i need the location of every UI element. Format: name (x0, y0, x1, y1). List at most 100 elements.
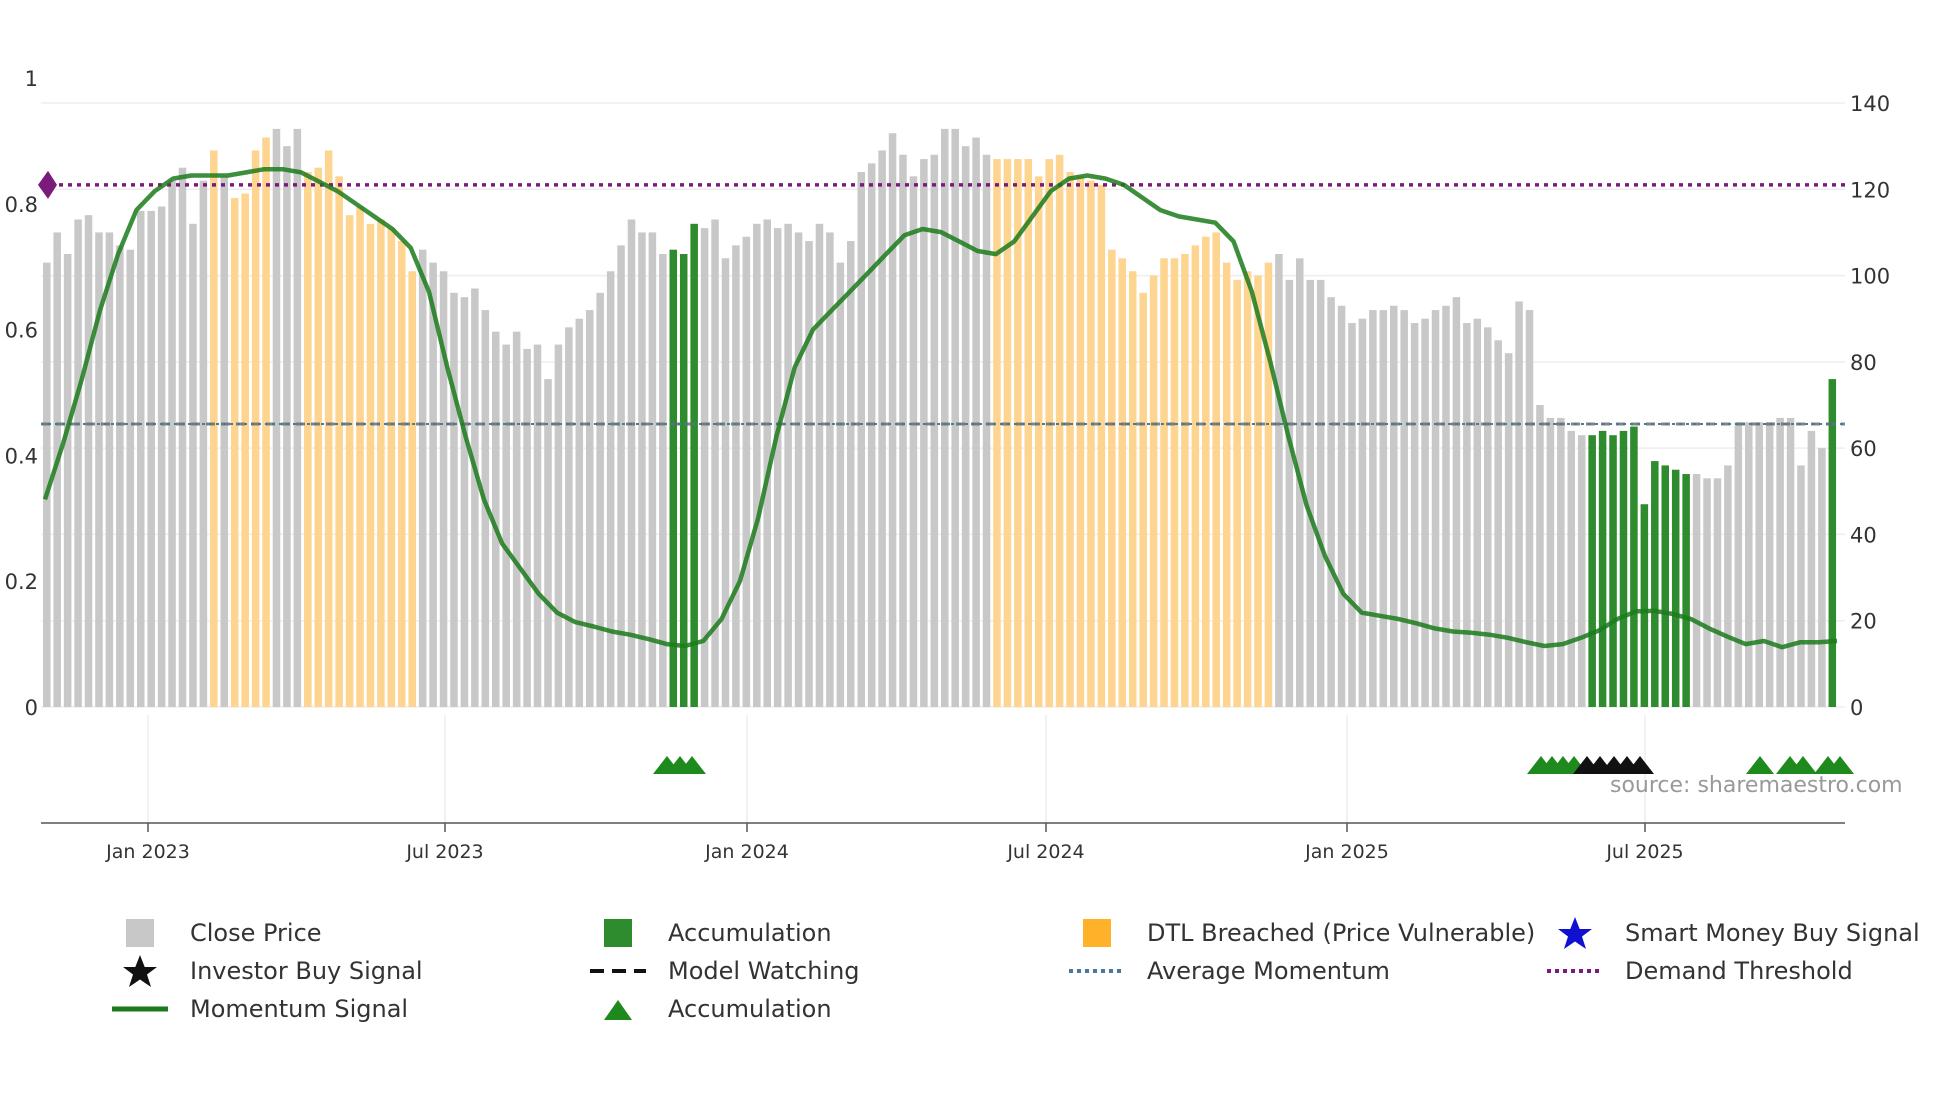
left-axis-tick: 0.8 (5, 193, 38, 217)
legend-label: Smart Money Buy Signal (1625, 919, 1920, 947)
price-bar (1765, 422, 1774, 707)
price-bar (1442, 305, 1450, 707)
price-bar (1087, 180, 1095, 707)
x-tick-label: Jan 2023 (105, 841, 190, 863)
price-bar (293, 128, 302, 707)
price-bar (1045, 159, 1053, 708)
price-bar (1118, 258, 1127, 707)
x-tick-label: Jan 2024 (704, 841, 789, 863)
price-bar (1369, 310, 1377, 707)
price-bar (147, 210, 155, 708)
price-bar (1557, 417, 1565, 707)
legend-label: Accumulation (668, 995, 832, 1023)
price-bar (982, 154, 991, 707)
left-axis-tick: 0.6 (5, 319, 38, 343)
legend-label: Investor Buy Signal (190, 957, 423, 985)
accumulation-marker (1746, 756, 1774, 774)
axes: 0 20 40 60 80 100 120 140 0 0.2 0.4 0.6 0.8 1 Jan 2023… (5, 67, 1891, 863)
price-bar (920, 159, 928, 708)
price-bar (1745, 422, 1753, 707)
price-bar (63, 254, 72, 707)
price-bar (909, 176, 918, 708)
price-bar (492, 331, 500, 707)
price-bar (1431, 310, 1440, 707)
price-bar (460, 297, 469, 707)
price-bar (575, 318, 584, 707)
price-bar (251, 150, 260, 707)
price-bar (1828, 379, 1837, 707)
x-tick-label: Jul 2023 (405, 841, 483, 863)
price-bar (1515, 301, 1523, 707)
legend-item-investor: Investor Buy Signal (100, 953, 423, 989)
price-bar (1160, 258, 1168, 707)
right-axis-tick: 100 (1850, 265, 1890, 289)
price-bar (700, 228, 709, 708)
price-bar (1024, 159, 1033, 708)
price-bar (930, 154, 939, 707)
left-axis-tick: 0.2 (5, 570, 38, 594)
price-bars (43, 128, 1837, 708)
accumulation-marker (1789, 756, 1817, 774)
price-bar (606, 271, 615, 707)
price-bar (1390, 305, 1398, 707)
price-bar (805, 241, 813, 707)
legend-item-demand: Demand Threshold (1535, 953, 1853, 989)
price-bar (241, 193, 249, 708)
price-bar (867, 163, 876, 707)
momentum-signal-line (42, 166, 1838, 650)
legend-swatch-smart (1535, 915, 1615, 951)
price-bar (1264, 262, 1273, 707)
price-bar (335, 176, 343, 708)
price-bar (1463, 323, 1471, 707)
price-bar (418, 249, 427, 707)
price-bar (763, 219, 772, 708)
momentum-layer (42, 166, 1838, 650)
price-bar (815, 223, 824, 708)
price-bar (1128, 271, 1137, 707)
price-bar (502, 344, 510, 707)
price-bar (345, 215, 354, 708)
legend: Close Price Accumulation DTL Breached (Pri… (0, 915, 1960, 1045)
legend-item-close: Close Price (100, 915, 322, 951)
legend-swatch-dtl (1057, 915, 1137, 951)
price-bar (1577, 435, 1586, 707)
price-bar (627, 219, 636, 708)
price-bar (220, 176, 229, 708)
demand-threshold-marker (38, 170, 57, 199)
legend-swatch-close (100, 915, 180, 951)
price-bar (126, 249, 135, 707)
price-bar (366, 223, 375, 708)
price-bar (1170, 258, 1179, 707)
price-bar (972, 137, 980, 707)
price-bar (512, 331, 521, 707)
price-bar (742, 236, 751, 708)
price-bar (1786, 417, 1795, 707)
price-bar (471, 288, 479, 707)
price-bar (53, 232, 61, 707)
price-bar (1108, 249, 1116, 707)
legend-item-dtl: DTL Breached (Price Vulnerable) (1057, 915, 1535, 951)
price-bar (272, 128, 281, 707)
price-bar (1003, 159, 1012, 708)
price-bar (1713, 478, 1722, 707)
price-bar (1139, 292, 1147, 707)
legend-label: Demand Threshold (1625, 957, 1853, 985)
price-bar (398, 241, 406, 707)
price-bar (1755, 422, 1763, 707)
price-bar (721, 258, 730, 707)
accumulation-marker (1826, 756, 1854, 774)
price-bar (1661, 465, 1670, 707)
price-bar (596, 292, 604, 707)
price-bar (1254, 275, 1262, 707)
price-bar (1536, 405, 1544, 707)
source-label: source: sharemaestro.com (1610, 773, 1903, 798)
price-bar (210, 150, 218, 707)
price-bar (533, 344, 542, 707)
price-bar (1149, 275, 1158, 707)
price-bar (105, 232, 114, 707)
price-bar (1724, 465, 1732, 707)
price-bar (1734, 422, 1743, 707)
price-bar (523, 348, 531, 707)
price-bar (648, 232, 657, 707)
